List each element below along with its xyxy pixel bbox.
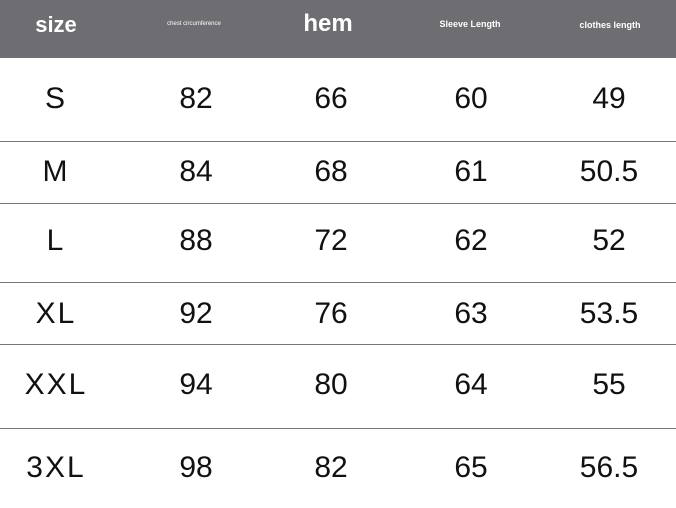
table-header: size chest circumference hem Sleeve Leng…: [0, 0, 676, 58]
table-cell: XL: [35, 297, 77, 330]
row-divider: [0, 141, 676, 142]
table-cell: 64: [454, 368, 488, 401]
table-cell: 62: [454, 224, 488, 257]
table-cell: 88: [179, 224, 213, 257]
table-cell: 80: [314, 368, 348, 401]
table-cell: 60: [454, 82, 488, 115]
table-cell: 50.5: [579, 155, 639, 188]
table-cell: S: [44, 82, 68, 115]
header-hem: hem: [303, 10, 353, 37]
table-cell: L: [46, 224, 66, 257]
table-cell: 55: [592, 368, 626, 401]
table-cell: 98: [179, 451, 213, 484]
header-size: size: [35, 12, 77, 37]
table-cell: 84: [179, 155, 213, 188]
table-cell: 92: [179, 297, 213, 330]
row-divider: [0, 282, 676, 283]
header-clothes-length: clothes length: [579, 20, 641, 30]
table-cell: 72: [314, 224, 348, 257]
table-cell: 49: [592, 82, 626, 115]
table-cell: 65: [454, 451, 488, 484]
table-cell: 52: [592, 224, 626, 257]
table-cell: 61: [454, 155, 488, 188]
table-cell: 82: [179, 82, 213, 115]
table-cell: 53.5: [579, 297, 639, 330]
table-cell: 82: [314, 451, 348, 484]
row-divider: [0, 203, 676, 204]
table-cell: 94: [179, 368, 213, 401]
header-chest: chest circumference: [167, 21, 221, 27]
table-cell: 66: [314, 82, 348, 115]
table-cell: XXL: [24, 368, 88, 401]
table-cell: 76: [314, 297, 348, 330]
table-cell: M: [42, 155, 70, 188]
header-sleeve: Sleeve Length: [439, 19, 501, 29]
row-divider: [0, 428, 676, 429]
table-cell: 3XL: [26, 451, 86, 484]
row-divider: [0, 344, 676, 345]
table-cell: 68: [314, 155, 348, 188]
table-cell: 63: [454, 297, 488, 330]
table-cell: 56.5: [579, 451, 639, 484]
